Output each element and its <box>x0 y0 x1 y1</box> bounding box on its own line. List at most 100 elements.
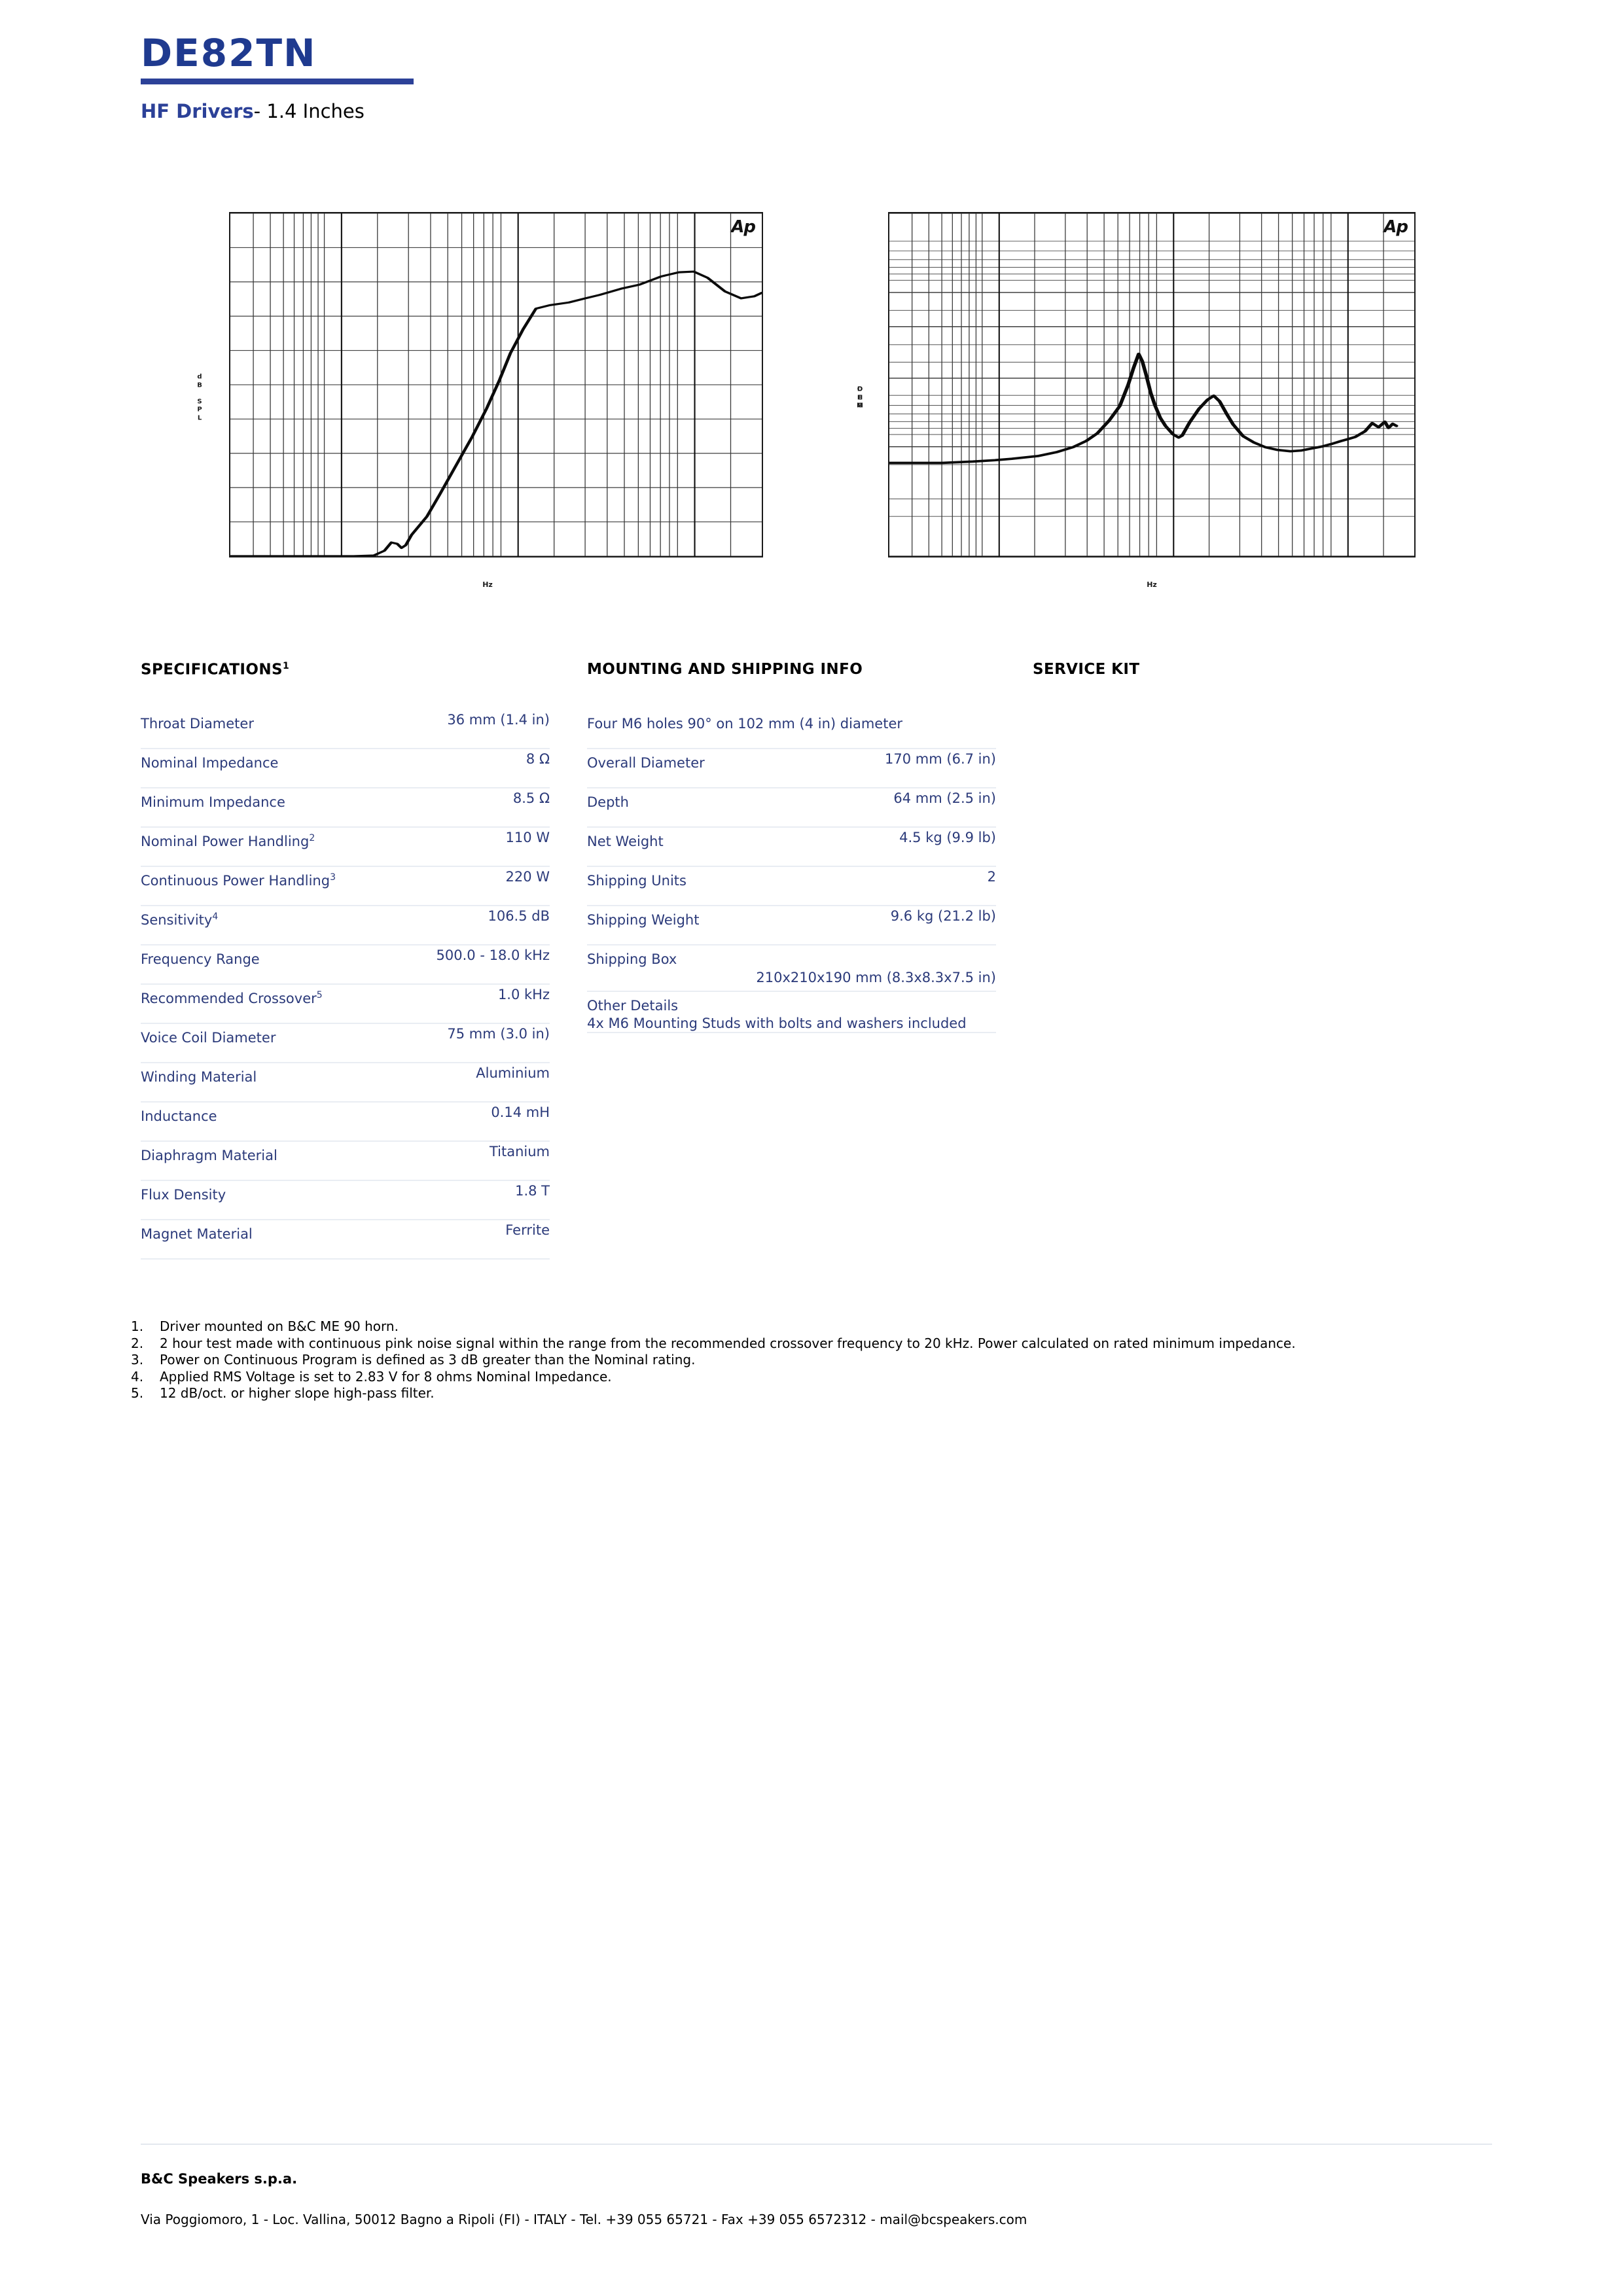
spec-label: Sensitivity4 <box>141 911 219 928</box>
spec-label: Voice Coil Diameter <box>141 1030 276 1046</box>
spec-value: 1.8 T <box>515 1183 550 1199</box>
ap-watermark-icon: Ap <box>1383 217 1408 237</box>
spec-row: Winding Material Aluminium <box>141 1063 550 1103</box>
mount-row: Four M6 holes 90° on 102 mm (4 in) diame… <box>587 710 996 749</box>
footnote-text: Applied RMS Voltage is set to 2.83 V for… <box>160 1368 612 1385</box>
spec-row: Flux Density 1.8 T <box>141 1181 550 1220</box>
spec-label: Minimum Impedance <box>141 794 285 810</box>
spec-label: Diaphragm Material <box>141 1148 277 1163</box>
spec-row: Nominal Power Handling2 110 W <box>141 828 550 867</box>
footnote-text: 2 hour test made with continuous pink no… <box>160 1335 1296 1351</box>
mount-row: Shipping Box 210x210x190 mm (8.3x8.3x7.5 … <box>587 945 996 992</box>
mount-value: 2 <box>987 869 996 885</box>
mount-row: Net Weight 4.5 kg (9.9 lb) <box>587 828 996 867</box>
mount-row: Shipping Weight 9.6 kg (21.2 lb) <box>587 906 996 945</box>
mount-label: Net Weight <box>587 834 664 849</box>
footnote-number: 2. <box>131 1335 144 1351</box>
spec-label: Winding Material <box>141 1069 257 1085</box>
spec-value: 8 Ω <box>526 751 550 767</box>
spec-value: Ferrite <box>505 1222 550 1238</box>
mount-label: Shipping Box <box>587 951 677 967</box>
mount-value: 4x M6 Mounting Studs with bolts and wash… <box>587 1015 967 1031</box>
spec-label: Frequency Range <box>141 951 260 967</box>
footnote-item: 2. 2 hour test made with continuous pink … <box>131 1335 1492 1352</box>
footer-company-name: B&C Speakers s.p.a. <box>141 2171 298 2187</box>
spec-row: Nominal Impedance 8 Ω <box>141 749 550 788</box>
footnote-item: 1. Driver mounted on B&C ME 90 horn. <box>131 1318 1492 1335</box>
spec-row: Minimum Impedance 8.5 Ω <box>141 788 550 828</box>
footer-address: Via Poggiomoro, 1 - Loc. Vallina, 50012 … <box>141 2212 1027 2227</box>
footnote-text: Power on Continuous Program is defined a… <box>160 1352 696 1368</box>
footnote-number: 1. <box>131 1318 144 1334</box>
product-size: - 1.4 Inches <box>253 100 365 122</box>
mount-value: 9.6 kg (21.2 lb) <box>890 908 996 924</box>
specifications-heading: SPECIFICATIONS1 <box>141 661 289 679</box>
footnote-item: 5. 12 dB/oct. or higher slope high-pass f… <box>131 1385 1492 1402</box>
specifications-heading-text: SPECIFICATIONS <box>141 661 283 679</box>
footnote-text: Driver mounted on B&C ME 90 horn. <box>160 1318 399 1334</box>
mount-row: Shipping Units 2 <box>587 867 996 906</box>
footnote-number: 4. <box>131 1368 144 1385</box>
product-subtitle: HF Drivers- 1.4 Inches <box>141 100 893 122</box>
spec-row: Magnet Material Ferrite <box>141 1220 550 1260</box>
mount-row: Overall Diameter 170 mm (6.7 in) <box>587 749 996 788</box>
spec-label: Continuous Power Handling3 <box>141 872 336 889</box>
title-underline <box>141 79 414 84</box>
mount-row: Other Details 4x M6 Mounting Studs with b… <box>587 992 996 1033</box>
spec-label: Nominal Impedance <box>141 755 279 771</box>
footnote-number: 5. <box>131 1385 144 1402</box>
spec-label: Flux Density <box>141 1187 226 1203</box>
spec-row: Throat Diameter 36 mm (1.4 in) <box>141 710 550 749</box>
spec-label: Nominal Power Handling2 <box>141 833 315 849</box>
mounting-shipping-table: Four M6 holes 90° on 102 mm (4 in) diame… <box>587 710 996 1033</box>
mount-value: 210x210x190 mm (8.3x8.3x7.5 in) <box>756 970 996 986</box>
footnote-item: 4. Applied RMS Voltage is set to 2.83 V f… <box>131 1369 1492 1386</box>
spec-row: Inductance 0.14 mH <box>141 1103 550 1142</box>
spec-value: Titanium <box>489 1144 550 1159</box>
fr-trace <box>230 270 762 556</box>
mount-label: Other Details <box>587 997 679 1014</box>
spec-label: Throat Diameter <box>141 716 254 732</box>
page-title: DE82TN <box>141 31 317 75</box>
mount-label: Four M6 holes 90° on 102 mm (4 in) diame… <box>587 716 902 732</box>
fr-plot-area: Ap <box>229 212 763 557</box>
spec-row: Continuous Power Handling3 220 W <box>141 867 550 906</box>
service-kit-heading: SERVICE KIT <box>1033 661 1140 678</box>
mount-label: Shipping Weight <box>587 912 700 928</box>
spec-row: Sensitivity4 106.5 dB <box>141 906 550 945</box>
spec-value: 8.5 Ω <box>512 790 550 806</box>
spec-value: 110 W <box>505 830 550 845</box>
spec-row: Frequency Range 500.0 - 18.0 kHz <box>141 945 550 985</box>
spec-value: 500.0 - 18.0 kHz <box>436 947 550 963</box>
ap-watermark-icon: Ap <box>731 217 756 237</box>
mount-value: 64 mm (2.5 in) <box>893 790 996 806</box>
spec-value: Aluminium <box>476 1065 550 1081</box>
imp-trace <box>889 353 1399 465</box>
spec-row: Recommended Crossover5 1.0 kHz <box>141 985 550 1024</box>
fr-x-axis-title: Hz <box>482 580 493 589</box>
mount-row: Depth 64 mm (2.5 in) <box>587 788 996 828</box>
spec-label: Recommended Crossover5 <box>141 990 323 1006</box>
mount-value: 170 mm (6.7 in) <box>885 751 996 767</box>
imp-x-axis-title: Hz <box>1147 580 1157 589</box>
spec-row: Diaphragm Material Titanium <box>141 1142 550 1181</box>
spec-label-sup: 5 <box>316 990 323 1000</box>
footnotes-list: 1. Driver mounted on B&C ME 90 horn. 2. 2 h… <box>131 1318 1492 1402</box>
spec-value: 1.0 kHz <box>497 987 550 1002</box>
spec-row: Voice Coil Diameter 75 mm (3.0 in) <box>141 1024 550 1063</box>
mount-label: Depth <box>587 794 629 810</box>
mount-label: Shipping Units <box>587 873 687 889</box>
page-header: DE82TN HF Drivers- 1.4 Inches <box>141 34 893 122</box>
footnote-text: 12 dB/oct. or higher slope high-pass fil… <box>160 1385 435 1402</box>
spec-label-sup: 2 <box>309 833 315 843</box>
mounting-heading: MOUNTING AND SHIPPING INFO <box>587 661 863 678</box>
spec-label-sup: 4 <box>212 911 219 922</box>
fr-gridlines <box>230 213 762 556</box>
imp-plot-area: Ap <box>888 212 1416 557</box>
spec-value: 75 mm (3.0 in) <box>447 1026 550 1042</box>
spec-value: 36 mm (1.4 in) <box>447 712 550 728</box>
